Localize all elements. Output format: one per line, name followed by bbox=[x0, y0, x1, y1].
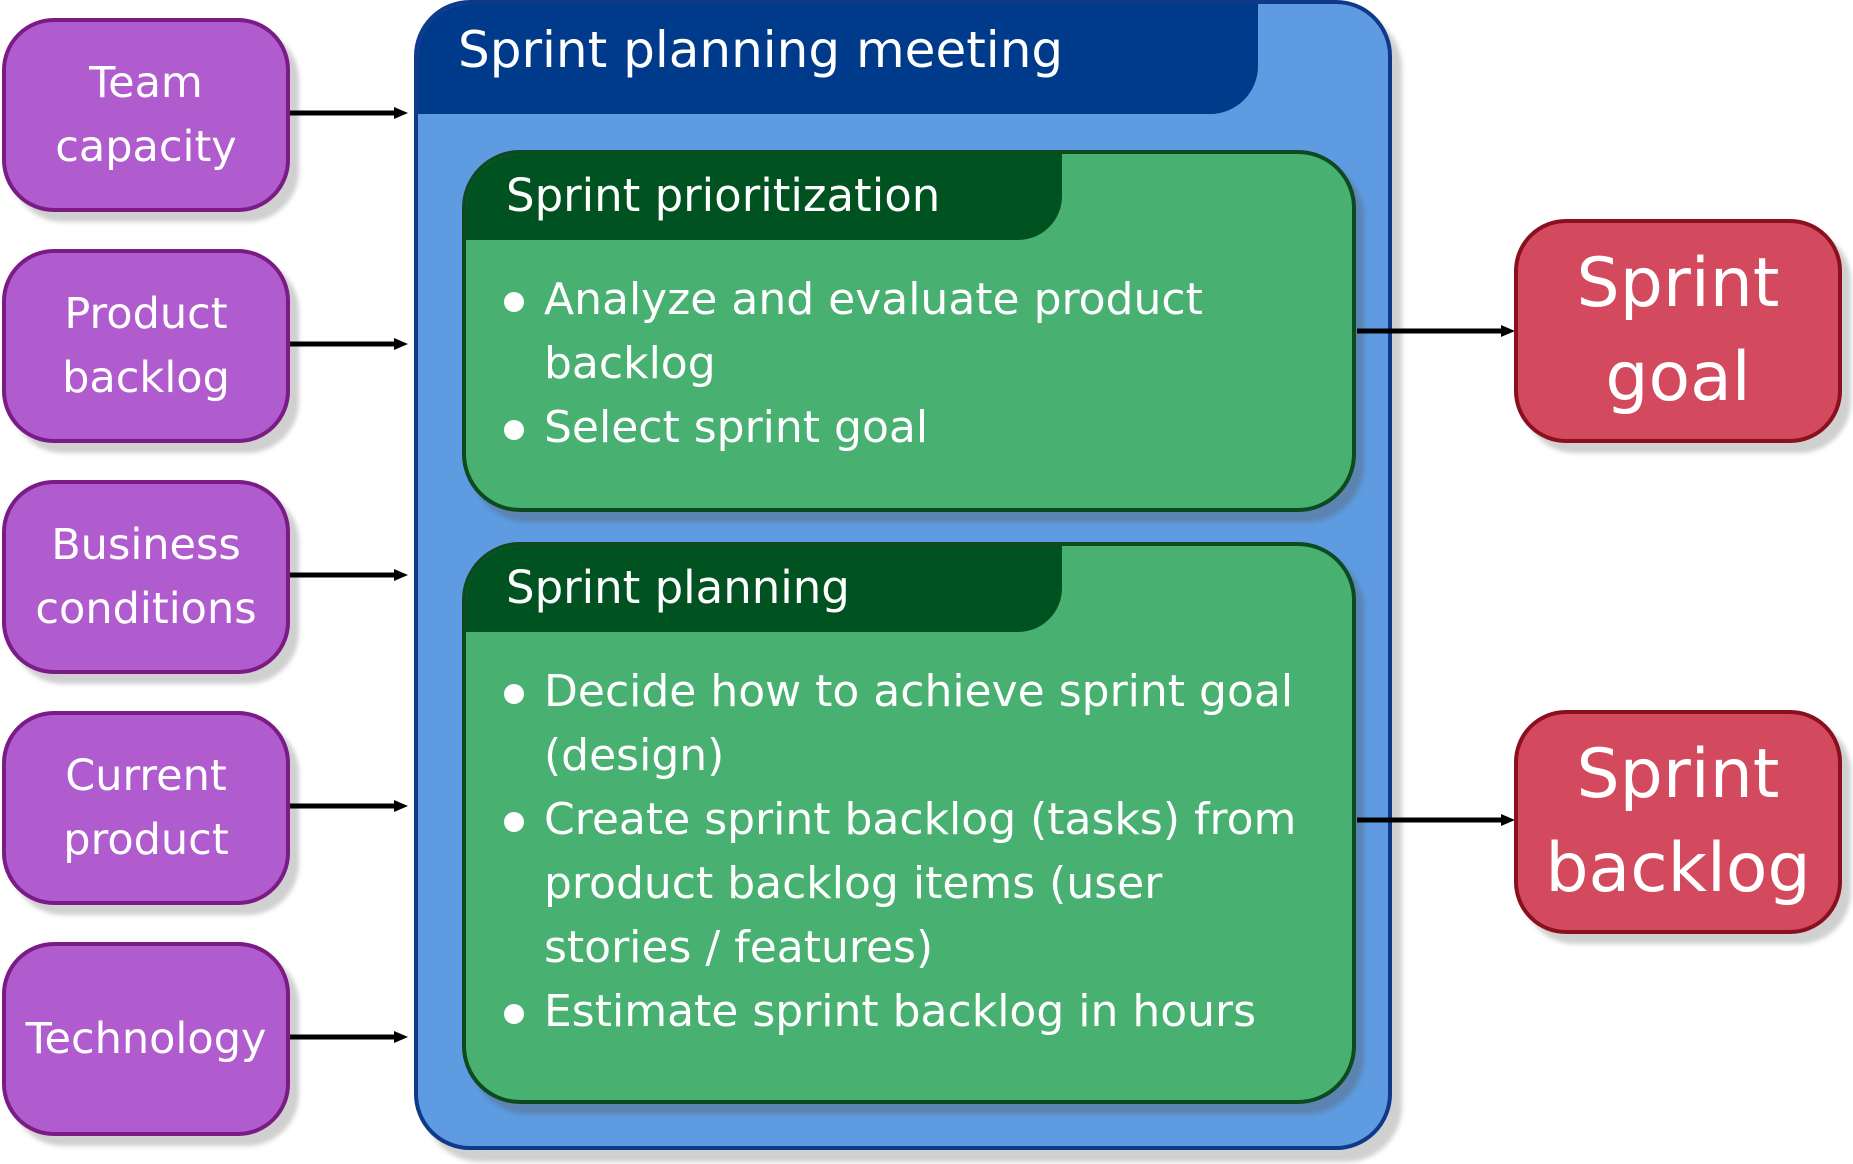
input-business-conditions: Business conditions bbox=[2, 480, 290, 674]
input-label-line: Technology bbox=[25, 1014, 267, 1064]
input-label-line: product bbox=[63, 815, 229, 865]
output-arrow bbox=[1357, 325, 1515, 337]
stage-title: Sprint prioritization bbox=[466, 154, 1062, 240]
input-label-line: conditions bbox=[35, 584, 257, 634]
input-label-line: Business bbox=[51, 520, 241, 570]
stage-item: Select sprint goal bbox=[504, 396, 1332, 460]
input-label-line: Current bbox=[65, 751, 227, 801]
input-current-product: Current product bbox=[2, 711, 290, 905]
output-label-line: Sprint bbox=[1576, 735, 1780, 814]
output-label-line: Sprint bbox=[1576, 244, 1780, 323]
input-label-line: capacity bbox=[55, 122, 237, 172]
stage-item-list: Analyze and evaluate product backlog Sel… bbox=[504, 268, 1332, 460]
input-label-line: Team bbox=[89, 58, 203, 108]
stage-item: Estimate sprint backlog in hours bbox=[504, 980, 1332, 1044]
input-product-backlog: Product backlog bbox=[2, 249, 290, 443]
stage-panel-planning: Sprint planning Decide how to achieve sp… bbox=[462, 542, 1356, 1104]
stage-title: Sprint planning bbox=[466, 546, 1062, 632]
stage-panel-prioritization: Sprint prioritization Analyze and evalua… bbox=[462, 150, 1356, 512]
input-team-capacity: Team capacity bbox=[2, 18, 290, 212]
stage-item-line: stories / features) bbox=[544, 922, 934, 973]
input-arrow bbox=[290, 569, 408, 581]
output-label-line: backlog bbox=[1545, 829, 1811, 908]
stage-item: Create sprint backlog (tasks) from produ… bbox=[504, 788, 1332, 980]
bullet-icon bbox=[504, 684, 524, 704]
stage-item-line: Select sprint goal bbox=[544, 402, 929, 453]
input-arrow bbox=[290, 800, 408, 812]
bullet-icon bbox=[504, 420, 524, 440]
stage-item-line: Decide how to achieve sprint goal bbox=[544, 666, 1294, 717]
output-label-line: goal bbox=[1605, 338, 1751, 417]
output-arrow bbox=[1357, 814, 1515, 826]
stage-item: Analyze and evaluate product backlog bbox=[504, 268, 1332, 396]
input-arrow bbox=[290, 1031, 408, 1043]
stage-item-line: Estimate sprint backlog in hours bbox=[544, 986, 1257, 1037]
bullet-icon bbox=[504, 812, 524, 832]
input-technology: Technology bbox=[2, 942, 290, 1136]
output-sprint-backlog: Sprint backlog bbox=[1514, 710, 1842, 934]
stage-item-line: backlog bbox=[544, 338, 716, 389]
stage-item-line: Analyze and evaluate product bbox=[544, 274, 1203, 325]
input-arrow bbox=[290, 107, 408, 119]
stage-item: Decide how to achieve sprint goal (desig… bbox=[504, 660, 1332, 788]
bullet-icon bbox=[504, 292, 524, 312]
stage-item-line: product backlog items (user bbox=[544, 858, 1163, 909]
stage-item-line: (design) bbox=[544, 730, 725, 781]
stage-item-line: Create sprint backlog (tasks) from bbox=[544, 794, 1297, 845]
stage-item-list: Decide how to achieve sprint goal (desig… bbox=[504, 660, 1332, 1044]
bullet-icon bbox=[504, 1004, 524, 1024]
output-sprint-goal: Sprint goal bbox=[1514, 219, 1842, 443]
input-label-line: Product bbox=[64, 289, 228, 339]
input-arrow bbox=[290, 338, 408, 350]
meeting-title: Sprint planning meeting bbox=[418, 4, 1258, 114]
input-label-line: backlog bbox=[62, 353, 230, 403]
